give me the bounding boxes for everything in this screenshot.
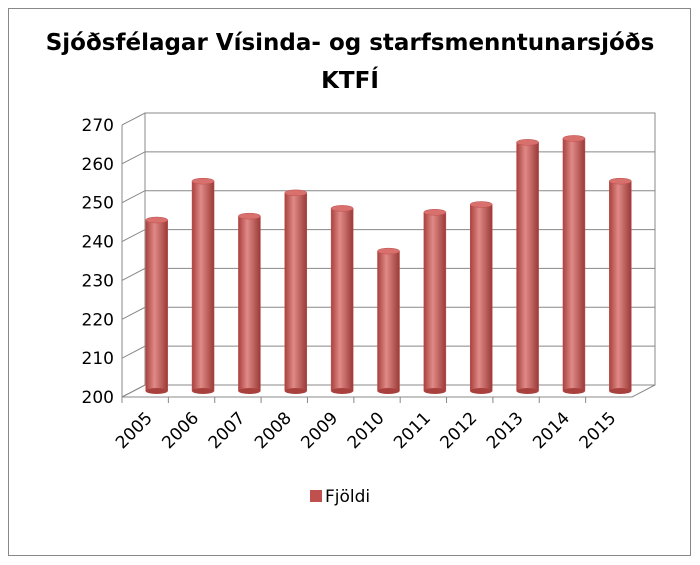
bar-top (145, 216, 168, 224)
bar-top (191, 177, 215, 185)
y-tick-label: 200 (82, 388, 114, 408)
bar-base (562, 388, 585, 394)
bar (330, 208, 354, 392)
bar (238, 215, 261, 392)
bar-base (331, 388, 354, 394)
bar-top (469, 201, 493, 208)
grid-line (121, 190, 655, 204)
bar-top (423, 209, 447, 216)
bar (284, 192, 308, 392)
bar (516, 142, 539, 392)
bar-base (423, 388, 446, 394)
grid-line (121, 151, 655, 165)
y-tick-label: 220 (82, 310, 114, 330)
y-tick-label: 270 (82, 116, 114, 136)
chart-title: Sjóðsfélagar Vísinda- og starfsmenntunar… (45, 30, 655, 94)
bar-base (516, 388, 539, 394)
bar-base (145, 388, 168, 394)
bar-top (609, 177, 632, 185)
y-tick-label: 210 (82, 349, 114, 369)
bar-base (609, 388, 632, 394)
legend-swatch (310, 490, 322, 502)
y-tick-label: 250 (82, 194, 114, 214)
legend-label: Fjöldi (325, 487, 370, 507)
bar (609, 180, 632, 392)
bar-base (238, 388, 261, 394)
y-tick-label: 230 (82, 271, 114, 291)
bar-top (330, 205, 354, 212)
bar (377, 250, 400, 392)
bar (423, 212, 447, 392)
bar-base (192, 388, 215, 394)
bar (562, 138, 586, 392)
bar-top (377, 247, 400, 255)
bar (191, 180, 215, 392)
bar-top (562, 135, 586, 142)
y-tick-label: 260 (82, 155, 114, 175)
bar (145, 219, 168, 392)
bar-base (470, 388, 493, 394)
y-tick-label: 240 (82, 233, 114, 253)
bar-top (238, 212, 261, 220)
bar-base (284, 388, 307, 394)
bar-top (284, 189, 308, 197)
bar-top (516, 139, 539, 146)
bar-base (377, 388, 400, 394)
bar (469, 204, 493, 392)
grid-line (121, 112, 655, 126)
